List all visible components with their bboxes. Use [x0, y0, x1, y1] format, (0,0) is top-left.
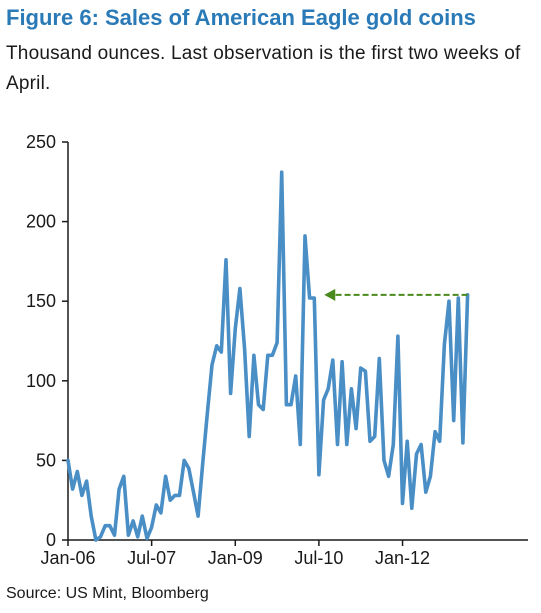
source-note: Source: US Mint, Bloomberg: [6, 585, 209, 602]
x-tick-label: Jul-07: [127, 548, 176, 568]
y-axis: 0 50 100 150 200 250: [26, 132, 69, 550]
y-tick-label: 200: [26, 212, 56, 232]
annotation-arrow-head: [324, 288, 336, 301]
x-tick-label: Jan-09: [208, 548, 263, 568]
y-tick-label: 50: [36, 450, 56, 470]
x-tick-label: Jan-12: [375, 548, 430, 568]
x-tick-label: Jan-06: [40, 548, 95, 568]
chart-title: Figure 6: Sales of American Eagle gold c…: [6, 5, 476, 30]
annotation-layer: [324, 288, 468, 301]
y-tick-label: 250: [26, 132, 56, 152]
y-tick-label: 100: [26, 371, 56, 391]
series-line: [66, 170, 470, 542]
y-tick-label: 0: [46, 530, 56, 550]
y-tick-label: 150: [26, 291, 56, 311]
chart-subtitle: Thousand ounces. Last observation is the…: [6, 43, 521, 94]
series-layer: [66, 170, 470, 542]
x-axis: Jan-06 Jul-07 Jan-09 Jul-10 Jan-12: [40, 539, 528, 568]
x-tick-label: Jul-10: [294, 548, 343, 568]
